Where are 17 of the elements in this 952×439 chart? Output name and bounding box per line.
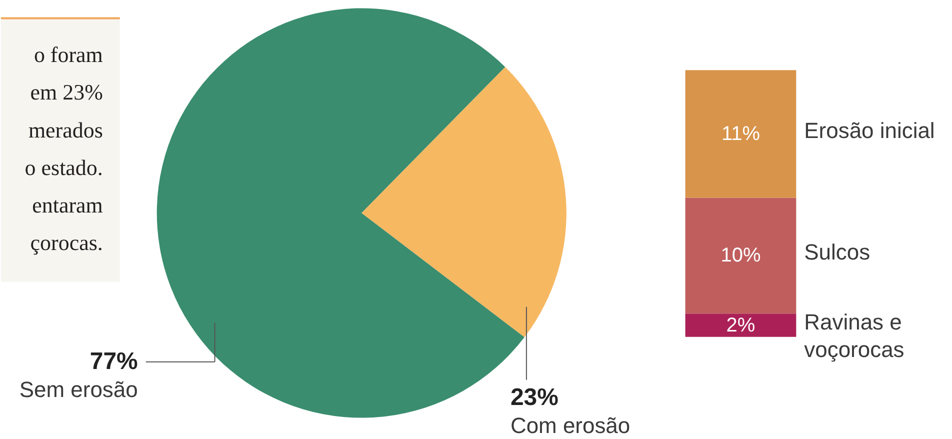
text: entaram — [32, 192, 103, 218]
series-label: Sulcos — [804, 240, 870, 265]
data-label: 2% — [726, 314, 756, 336]
slice-label: Com erosão — [510, 412, 630, 438]
text: merados — [28, 117, 103, 142]
text: o estado. — [24, 154, 103, 180]
data-label: 23% — [510, 384, 558, 411]
pie-slice — [362, 66, 566, 338]
slice-label: Sem erosão — [19, 376, 138, 402]
text: çorocas. — [30, 230, 103, 255]
text: o foram — [34, 42, 103, 68]
series-label: Erosão inicial — [804, 118, 935, 143]
data-label: 77% — [90, 348, 138, 375]
data-label: 10% — [720, 244, 761, 267]
data-label: 11% — [721, 122, 760, 145]
series-label: Ravinas e voçorocas — [804, 309, 904, 362]
text: em 23% — [30, 80, 103, 105]
